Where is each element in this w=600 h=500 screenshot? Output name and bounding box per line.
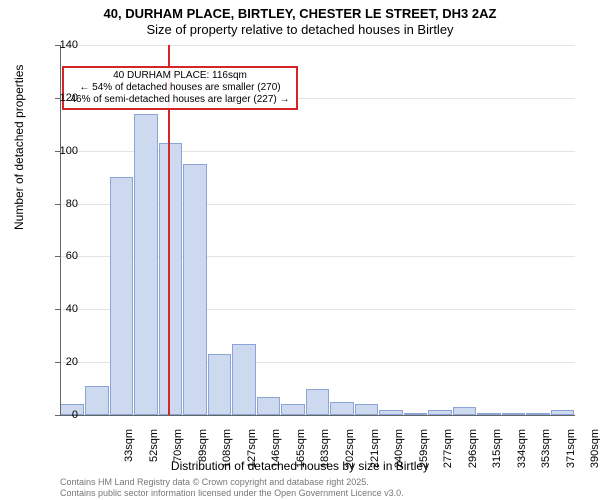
bar	[281, 404, 305, 415]
ytick-label: 120	[38, 92, 78, 104]
bar	[355, 404, 379, 415]
bar	[257, 397, 281, 416]
annotation-line1: 40 DURHAM PLACE: 116sqm	[68, 70, 292, 82]
bar	[134, 114, 158, 415]
y-axis-label: Number of detached properties	[12, 65, 26, 230]
footer-attribution: Contains HM Land Registry data © Crown c…	[60, 477, 404, 498]
bar	[183, 164, 207, 415]
plot-area: 40 DURHAM PLACE: 116sqm← 54% of detached…	[60, 45, 575, 415]
annotation-line2: ← 54% of detached houses are smaller (27…	[68, 82, 292, 94]
annotation-box: 40 DURHAM PLACE: 116sqm← 54% of detached…	[62, 66, 298, 110]
ytick-label: 80	[38, 198, 78, 210]
ytick-label: 60	[38, 250, 78, 262]
chart-container: 40, DURHAM PLACE, BIRTLEY, CHESTER LE ST…	[0, 0, 600, 500]
chart-title-line2: Size of property relative to detached ho…	[0, 22, 600, 37]
x-axis-line	[60, 415, 575, 416]
chart-title-line1: 40, DURHAM PLACE, BIRTLEY, CHESTER LE ST…	[0, 6, 600, 21]
footer-line1: Contains HM Land Registry data © Crown c…	[60, 477, 404, 487]
bar	[232, 344, 256, 415]
bar	[110, 177, 134, 415]
ytick-label: 40	[38, 303, 78, 315]
gridline	[60, 45, 575, 46]
ytick-label: 20	[38, 356, 78, 368]
ytick-label: 100	[38, 145, 78, 157]
ytick-label: 0	[38, 409, 78, 421]
annotation-line3: 46% of semi-detached houses are larger (…	[68, 94, 292, 106]
bar	[453, 407, 477, 415]
bar	[208, 354, 232, 415]
ytick-label: 140	[38, 39, 78, 51]
bar	[330, 402, 354, 415]
bar	[85, 386, 109, 415]
x-axis-label: Distribution of detached houses by size …	[0, 459, 600, 473]
footer-line2: Contains public sector information licen…	[60, 488, 404, 498]
bar	[306, 389, 330, 415]
